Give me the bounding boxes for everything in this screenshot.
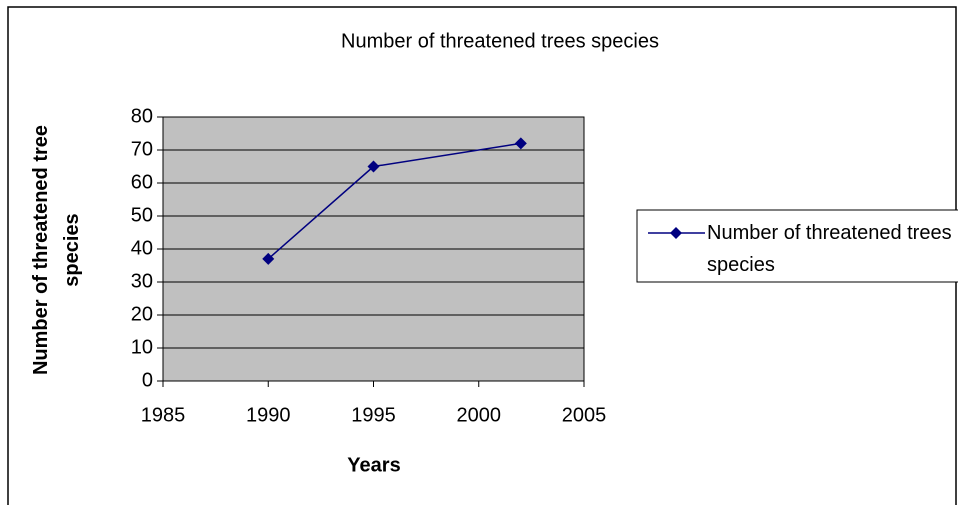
y-tick-label: 0 [142,369,153,391]
y-tick-label: 60 [131,171,153,193]
x-tick-label: 1990 [246,404,291,426]
data-point [514,137,527,150]
y-tick-label: 80 [131,105,153,127]
y-tick-label: 40 [131,237,153,259]
x-axis-label: Years [347,454,400,476]
x-tick-label: 1995 [351,404,396,426]
legend-label: Number of threatened trees species [707,222,952,276]
legend-box [636,209,958,283]
x-tick-label: 2000 [457,404,502,426]
data-point [262,252,275,265]
y-tick-label: 70 [131,138,153,160]
x-tick-label: 2005 [562,404,607,426]
y-tick-label: 30 [131,270,153,292]
y-tick-label: 50 [131,204,153,226]
data-point [367,160,380,173]
chart-title: Number of threatened trees species [341,30,659,52]
y-tick-label: 10 [131,336,153,358]
x-tick-label: 1985 [141,404,186,426]
legend-marker [670,227,682,239]
y-tick-label: 20 [131,303,153,325]
y-axis-label: Number of threatened tree species [30,124,83,376]
